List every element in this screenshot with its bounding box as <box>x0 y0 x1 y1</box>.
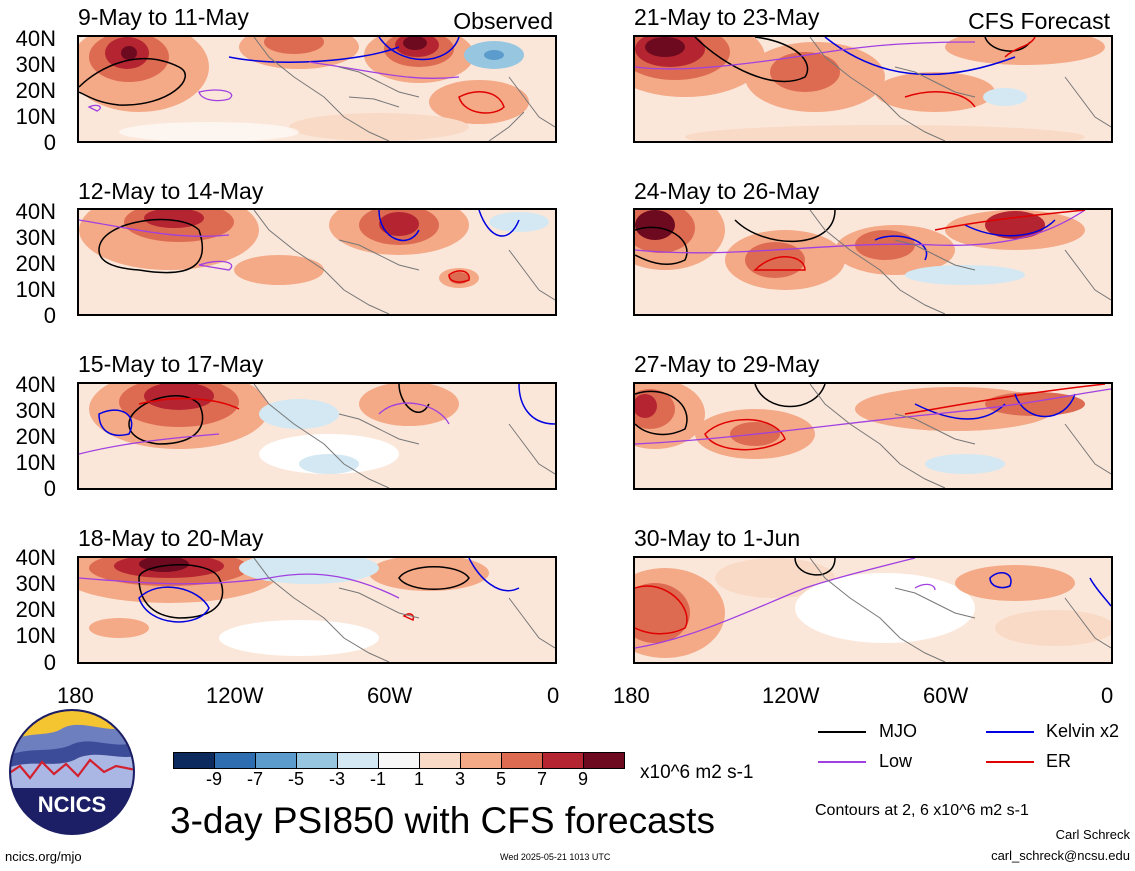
panel-3-title: 12-May to 14-May <box>78 178 264 204</box>
lat-label: 40N <box>15 26 56 51</box>
colorbar-label: 9 <box>577 769 588 789</box>
panel-2-label: CFS Forecast <box>968 8 1110 34</box>
map-panel-2 <box>633 35 1113 143</box>
colorbar-swatch <box>460 752 502 769</box>
lat-label: 40N <box>15 372 56 397</box>
legend-label-er: ER <box>1046 751 1072 771</box>
lat-label: 0 <box>43 130 56 155</box>
lon-label: 60W <box>367 683 413 708</box>
legend-swatch-low <box>818 761 866 763</box>
panel-1-title: 9-May to 11-May <box>78 4 249 30</box>
contour-note: Contours at 2, 6 x10^6 m2 s-1 <box>815 802 1029 819</box>
lat-label: 0 <box>43 476 56 501</box>
lon-label: 120W <box>762 683 820 708</box>
lat-label: 20N <box>15 424 56 449</box>
ncics-logo: NCICS <box>8 708 136 836</box>
lat-label: 30N <box>15 398 56 423</box>
lon-label: 0 <box>1101 683 1114 708</box>
legend-label-mjo: MJO <box>879 721 917 741</box>
panel-7-title: 18-May to 20-May <box>78 525 264 551</box>
lat-label: 20N <box>15 251 56 276</box>
panel-6-title: 27-May to 29-May <box>634 351 820 377</box>
colorbar-label: -3 <box>328 769 345 789</box>
map-panel-6 <box>633 382 1113 490</box>
colorbar-label: -5 <box>287 769 304 789</box>
lon-label: 120W <box>206 683 264 708</box>
lat-label: 10N <box>15 277 56 302</box>
legend-label-kelvin: Kelvin x2 <box>1046 721 1120 741</box>
colorbar-label: -9 <box>205 769 222 789</box>
lat-label: 0 <box>43 650 56 675</box>
lat-label: 30N <box>15 225 56 250</box>
legend-swatch-kelvin <box>986 731 1034 733</box>
colorbar-unit: x10^6 m2 s-1 <box>640 762 754 783</box>
panel-5-title: 15-May to 17-May <box>78 351 264 377</box>
colorbar-swatch <box>583 752 625 769</box>
colorbar-label: 1 <box>413 769 424 789</box>
site-link[interactable]: ncics.org/mjo <box>5 849 82 864</box>
lat-label: 40N <box>15 545 56 570</box>
colorbar-swatch <box>296 752 338 769</box>
legend-swatch-mjo <box>818 731 866 733</box>
lat-label: 10N <box>15 450 56 475</box>
map-panel-7 <box>77 556 557 664</box>
map-panel-3 <box>77 208 557 316</box>
lon-label: 180 <box>57 683 94 708</box>
lat-label: 40N <box>15 199 56 224</box>
lat-label: 10N <box>15 623 56 648</box>
lat-label: 20N <box>15 78 56 103</box>
author-email: carl_schreck@ncsu.edu <box>991 848 1130 863</box>
map-panel-5 <box>77 382 557 490</box>
colorbar-swatch <box>542 752 584 769</box>
lat-label: 30N <box>15 571 56 596</box>
colorbar-label: 5 <box>495 769 506 789</box>
colorbar-swatch <box>173 752 215 769</box>
colorbar-label: -7 <box>246 769 263 789</box>
panel-4-title: 24-May to 26-May <box>634 178 820 204</box>
legend-swatch-er <box>986 761 1034 763</box>
map-panel-8 <box>633 556 1113 664</box>
main-title: 3-day PSI850 with CFS forecasts <box>170 800 715 841</box>
lat-label: 0 <box>43 303 56 328</box>
colorbar-swatch <box>255 752 297 769</box>
lat-label: 10N <box>15 104 56 129</box>
map-panel-4 <box>633 208 1113 316</box>
lon-label: 180 <box>613 683 650 708</box>
colorbar-swatch <box>419 752 461 769</box>
lat-label: 30N <box>15 52 56 77</box>
colorbar-swatch <box>378 752 420 769</box>
colorbar-label: 7 <box>536 769 547 789</box>
panel-2-title: 21-May to 23-May <box>634 4 820 30</box>
logo-text: NCICS <box>38 792 106 817</box>
lon-label: 60W <box>923 683 969 708</box>
author-name: Carl Schreck <box>1055 827 1130 842</box>
panel-1-label: Observed <box>453 8 553 34</box>
colorbar-label: 3 <box>454 769 465 789</box>
colorbar-swatch <box>214 752 256 769</box>
panel-8-title: 30-May to 1-Jun <box>634 525 801 551</box>
colorbar-swatch <box>337 752 379 769</box>
map-panel-1 <box>77 35 557 143</box>
colorbar-swatch <box>501 752 543 769</box>
timestamp: Wed 2025-05-21 1013 UTC <box>500 852 611 862</box>
lat-label: 20N <box>15 597 56 622</box>
lon-label: 0 <box>547 683 560 708</box>
colorbar-label: -1 <box>369 769 386 789</box>
legend-label-low: Low <box>879 751 913 771</box>
